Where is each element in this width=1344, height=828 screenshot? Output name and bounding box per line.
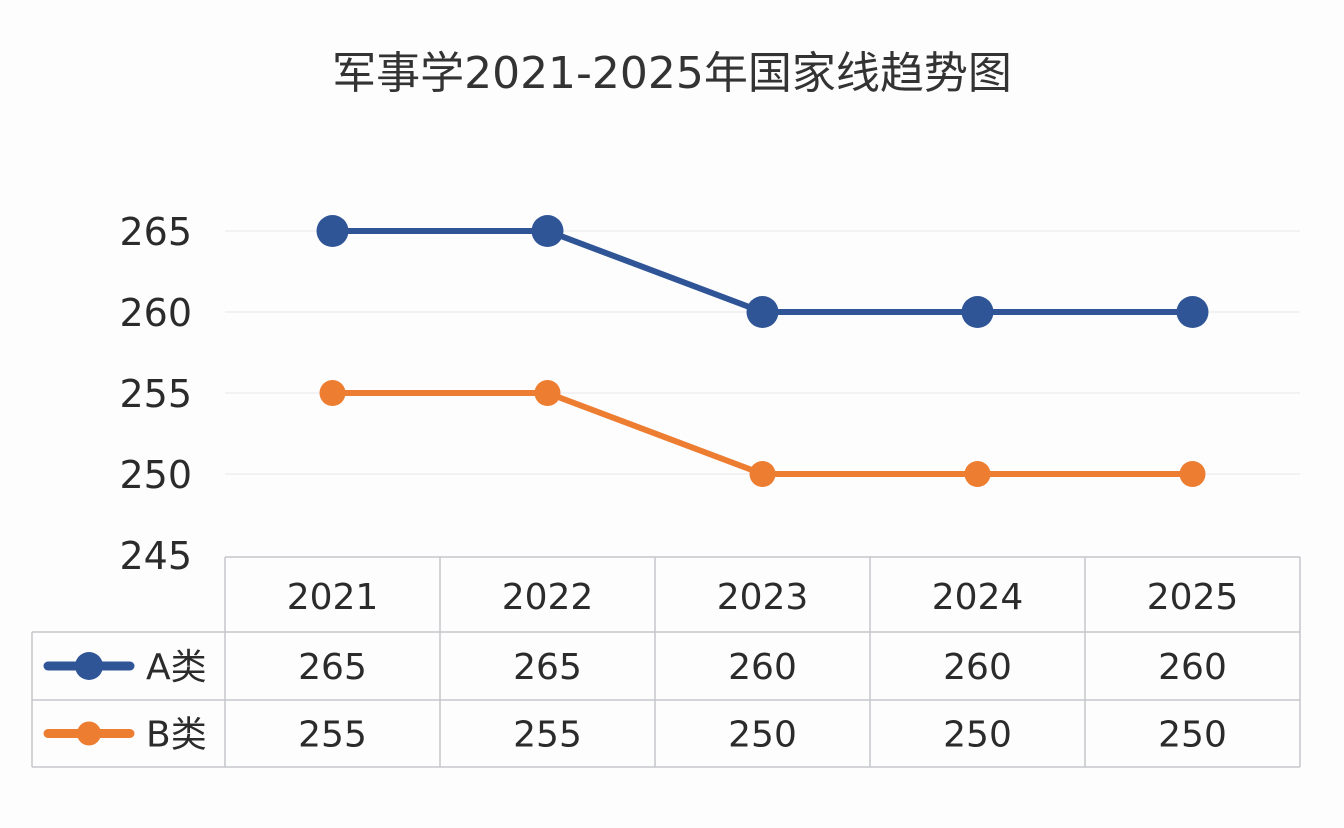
legend-marker-icon bbox=[75, 652, 103, 680]
data-point bbox=[746, 296, 779, 328]
table-cell-value: 255 bbox=[513, 715, 582, 756]
data-point bbox=[316, 215, 349, 247]
table-cell-value: 250 bbox=[1158, 715, 1227, 756]
x-category-label: 2023 bbox=[717, 577, 809, 618]
data-point bbox=[531, 215, 564, 247]
y-tick-label: 255 bbox=[119, 372, 192, 416]
data-point bbox=[961, 296, 994, 328]
y-tick-label: 245 bbox=[119, 534, 192, 578]
data-point bbox=[319, 380, 346, 406]
legend-label: B类 bbox=[146, 715, 207, 756]
y-tick-label: 260 bbox=[119, 291, 192, 335]
table-cell-value: 260 bbox=[1158, 647, 1227, 688]
data-point bbox=[1176, 296, 1209, 328]
y-tick-label: 265 bbox=[119, 210, 192, 254]
table-cell-value: 260 bbox=[728, 647, 797, 688]
table-cell-value: 265 bbox=[513, 647, 582, 688]
table-cell-value: 250 bbox=[943, 715, 1012, 756]
y-tick-label: 250 bbox=[119, 453, 192, 497]
chart-title: 军事学2021-2025年国家线趋势图 bbox=[332, 48, 1012, 99]
x-category-label: 2022 bbox=[502, 577, 594, 618]
legend-marker-icon bbox=[77, 721, 101, 746]
data-point bbox=[749, 461, 776, 487]
table-cell-value: 260 bbox=[943, 647, 1012, 688]
x-category-label: 2025 bbox=[1147, 577, 1239, 618]
table-cell-value: 250 bbox=[728, 715, 797, 756]
x-category-label: 2021 bbox=[287, 577, 379, 618]
table-cell-value: 255 bbox=[298, 715, 367, 756]
x-category-label: 2024 bbox=[932, 577, 1024, 618]
data-point bbox=[964, 461, 991, 487]
table-cell-value: 265 bbox=[298, 647, 367, 688]
data-point bbox=[534, 380, 561, 406]
data-point bbox=[1179, 461, 1206, 487]
legend-label: A类 bbox=[146, 647, 207, 688]
